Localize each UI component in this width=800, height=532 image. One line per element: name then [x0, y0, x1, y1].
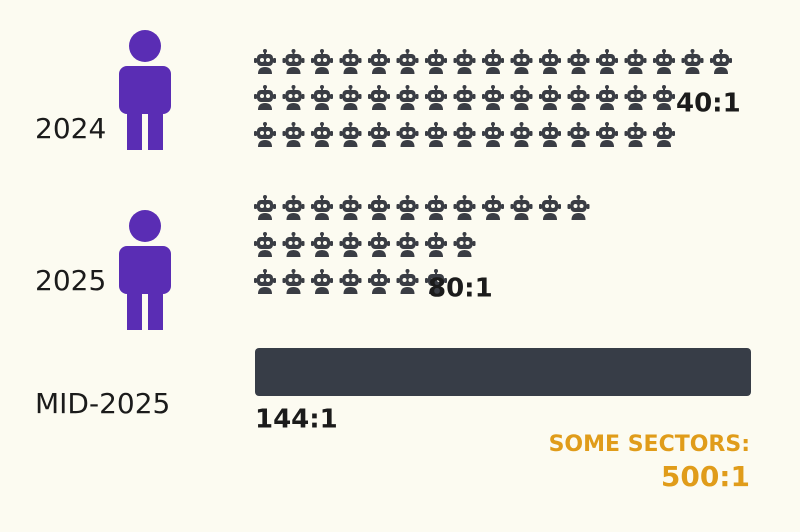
robot-icon [424, 231, 448, 258]
robot-icon [481, 194, 505, 221]
robot-icon [281, 268, 306, 295]
robot-icon [509, 48, 534, 75]
robot-icon [538, 194, 562, 221]
robot-icon [395, 268, 420, 295]
person-icon [119, 30, 171, 150]
robot-icon [623, 48, 648, 75]
robot-icon [367, 84, 391, 111]
robot-icon [623, 121, 648, 148]
robot-icon [338, 48, 363, 75]
ratio-label: 144:1 [255, 405, 338, 435]
robot-icon [338, 194, 363, 221]
ratio-bar [255, 348, 751, 396]
robot-icon [367, 194, 391, 221]
robot-icon [509, 121, 534, 148]
robot-icon [367, 231, 391, 258]
robot-icon [281, 121, 306, 148]
robot-icon [481, 48, 505, 75]
ratio-label: 40:1 [676, 89, 741, 119]
robot-icon [566, 48, 591, 75]
robot-icon [253, 268, 277, 295]
robot-icon [424, 48, 448, 75]
robot-icon [338, 268, 363, 295]
robot-icon [538, 121, 562, 148]
robot-icon [253, 48, 277, 75]
robot-icon [595, 48, 619, 75]
robot-icon [281, 84, 306, 111]
robot-icon [253, 231, 277, 258]
callout-label: SOME SECTORS: [549, 432, 750, 457]
ratio-label: 80:1 [428, 274, 493, 304]
robot-icon [652, 121, 676, 148]
robot-icon [253, 194, 277, 221]
robot-icon [281, 48, 306, 75]
robot-icon [310, 121, 334, 148]
robot-icon [595, 121, 619, 148]
robot-icon [338, 84, 363, 111]
robot-icon [310, 194, 334, 221]
row-label: MID-2025 [35, 387, 170, 420]
robot-icon [595, 84, 619, 111]
robot-icon [310, 268, 334, 295]
robot-icon [452, 48, 477, 75]
robot-icon [310, 231, 334, 258]
robot-icon [424, 194, 448, 221]
robot-icon [481, 121, 505, 148]
robot-icon [509, 194, 534, 221]
robot-icon [481, 84, 505, 111]
robot-icon [509, 84, 534, 111]
robot-icon [452, 84, 477, 111]
person-icon [119, 210, 171, 330]
robot-icon [310, 84, 334, 111]
robot-icon [367, 48, 391, 75]
robot-icon [338, 121, 363, 148]
robot-icon [424, 121, 448, 148]
robot-icon [310, 48, 334, 75]
robot-icon [680, 48, 705, 75]
robot-icon [253, 121, 277, 148]
robot-icon [452, 231, 477, 258]
robot-icon [538, 48, 562, 75]
robot-icon [395, 194, 420, 221]
robot-icon [367, 121, 391, 148]
robot-icon [709, 48, 733, 75]
callout-ratio: 500:1 [661, 460, 750, 493]
robot-icon [424, 84, 448, 111]
robot-icon [652, 48, 676, 75]
robot-icon [395, 48, 420, 75]
robot-icon [566, 84, 591, 111]
robot-icon [652, 84, 676, 111]
row-label: 2025 [35, 264, 106, 297]
robot-icon [395, 121, 420, 148]
robot-icon [367, 268, 391, 295]
robot-icon [623, 84, 648, 111]
row-label: 2024 [35, 112, 106, 145]
robot-icon [281, 231, 306, 258]
robot-icon [395, 84, 420, 111]
robot-icon [395, 231, 420, 258]
robot-icon [253, 84, 277, 111]
robot-icon [566, 194, 591, 221]
robot-grid [253, 48, 733, 295]
robot-icon [566, 121, 591, 148]
robot-icon [452, 194, 477, 221]
robot-icon [538, 84, 562, 111]
robot-icon [338, 231, 363, 258]
robot-icon [281, 194, 306, 221]
robot-icon [452, 121, 477, 148]
